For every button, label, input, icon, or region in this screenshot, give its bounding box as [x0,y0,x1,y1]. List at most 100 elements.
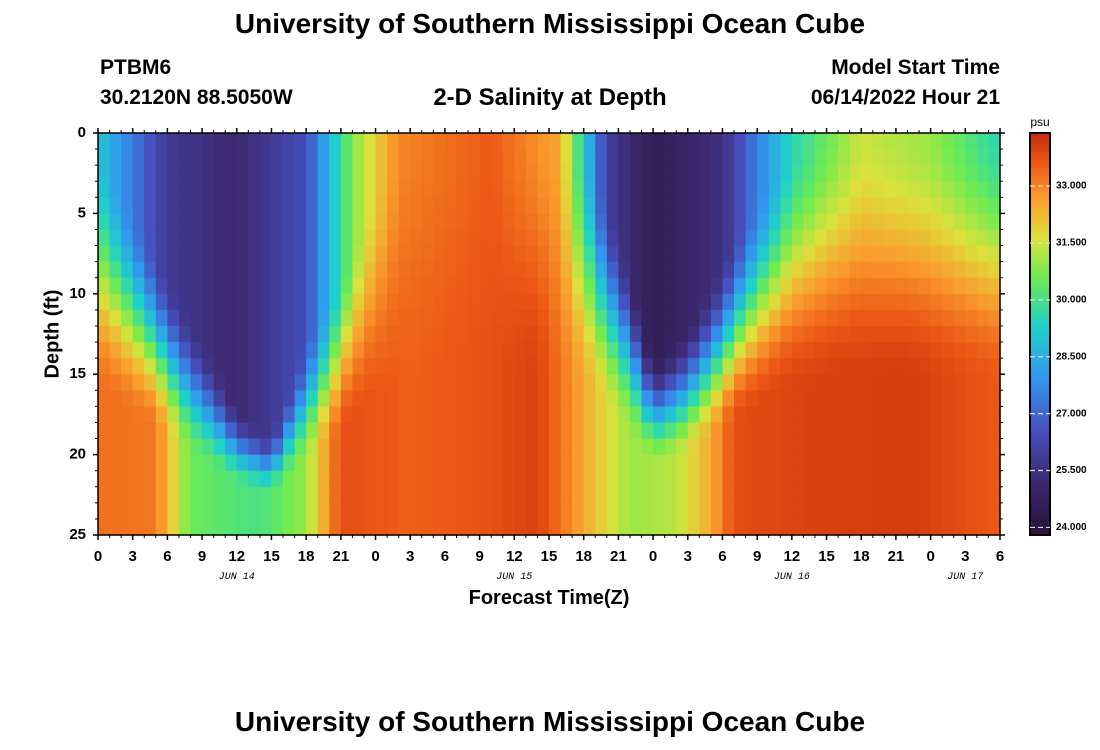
heatmap-cell [583,470,596,488]
heatmap-cell [953,293,966,311]
heatmap-cell [491,406,504,424]
heatmap-cell [942,325,955,343]
heatmap-cell [549,518,562,536]
heatmap-cell [132,293,145,311]
heatmap-cell [826,293,839,311]
heatmap-cell [468,165,481,182]
heatmap-cell [248,261,261,279]
heatmap-cell [595,454,608,472]
heatmap-cell [872,390,885,407]
heatmap-cell [329,502,342,520]
heatmap-cell [410,486,423,504]
heatmap-cell [699,245,712,263]
heatmap-cell [803,390,816,407]
heatmap-cell [734,342,747,359]
heatmap-cell [930,422,943,440]
heatmap-cell [699,133,712,150]
heatmap-cell [872,181,885,198]
heatmap-cell [155,181,168,198]
heatmap-cell [410,502,423,520]
heatmap-cell [583,502,596,520]
heatmap-cell [572,358,585,375]
heatmap-cell [340,374,354,391]
heatmap-cell [340,213,354,231]
heatmap-cell [722,245,735,263]
heatmap-cell [653,454,666,472]
heatmap-cell [826,502,839,520]
heatmap-cell [225,181,238,198]
heatmap-cell [734,277,747,295]
heatmap-cell [236,374,249,391]
heatmap-cell [468,358,481,375]
heatmap-cell [433,342,446,359]
heatmap-cell [525,342,539,359]
heatmap-cell [849,438,862,456]
heatmap-cell [895,309,909,327]
heatmap-cell [965,518,978,536]
heatmap-cell [676,229,689,247]
heatmap-cell [502,374,515,391]
heatmap-cell [514,325,527,343]
heatmap-cell [456,406,469,424]
heatmap-cell [734,502,747,520]
heatmap-cell [907,165,920,182]
heatmap-cell [456,197,469,214]
heatmap-cell [838,277,851,295]
heatmap-cell [410,438,423,456]
heatmap-cell [803,342,816,359]
heatmap-cell [907,342,920,359]
heatmap-cell [930,293,943,311]
heatmap-cell [340,486,354,504]
heatmap-cell [271,438,284,456]
heatmap-cell [387,213,400,231]
heatmap-cell [410,197,423,214]
heatmap-cell [595,133,608,150]
heatmap-cell [248,358,261,375]
heatmap-cell [595,406,608,424]
heatmap-cell [687,470,700,488]
heatmap-cell [98,229,111,247]
heatmap-cell [433,261,446,279]
heatmap-cell [340,342,354,359]
heatmap-cell [618,309,631,327]
heatmap-cell [329,277,342,295]
heatmap-cell [514,518,527,536]
heatmap-cell [317,133,330,150]
heatmap-cell [826,518,839,536]
heatmap-cell [502,261,515,279]
heatmap-cell [549,181,562,198]
heatmap-cell [618,518,631,536]
heatmap-cell [329,374,342,391]
heatmap-cell [225,325,238,343]
heatmap-cell [502,149,515,166]
heatmap-cell [259,390,273,407]
heatmap-cell [629,406,643,424]
heatmap-cell [178,229,192,247]
heatmap-cell [155,518,168,536]
heatmap-cell [236,277,249,295]
heatmap-cell [884,390,897,407]
heatmap-cell [768,342,781,359]
heatmap-cell [155,277,168,295]
heatmap-cell [202,197,215,214]
heatmap-cell [190,422,203,440]
heatmap-cell [444,213,458,231]
heatmap-cell [375,374,388,391]
heatmap-cell [780,374,793,391]
heatmap-cell [352,309,365,327]
heatmap-cell [306,325,319,343]
heatmap-cell [641,309,654,327]
heatmap-cell [768,133,781,150]
heatmap-cell [814,390,828,407]
heatmap-cell [560,390,573,407]
heatmap-cell [930,165,943,182]
heatmap-cell [884,422,897,440]
x-tick-label: 3 [406,548,414,565]
heatmap-cell [132,309,145,327]
heatmap-cell [444,342,458,359]
heatmap-cell [734,390,747,407]
heatmap-cell [780,181,793,198]
heatmap-cell [387,293,400,311]
heatmap-cell [803,197,816,214]
heatmap-cell [976,470,990,488]
